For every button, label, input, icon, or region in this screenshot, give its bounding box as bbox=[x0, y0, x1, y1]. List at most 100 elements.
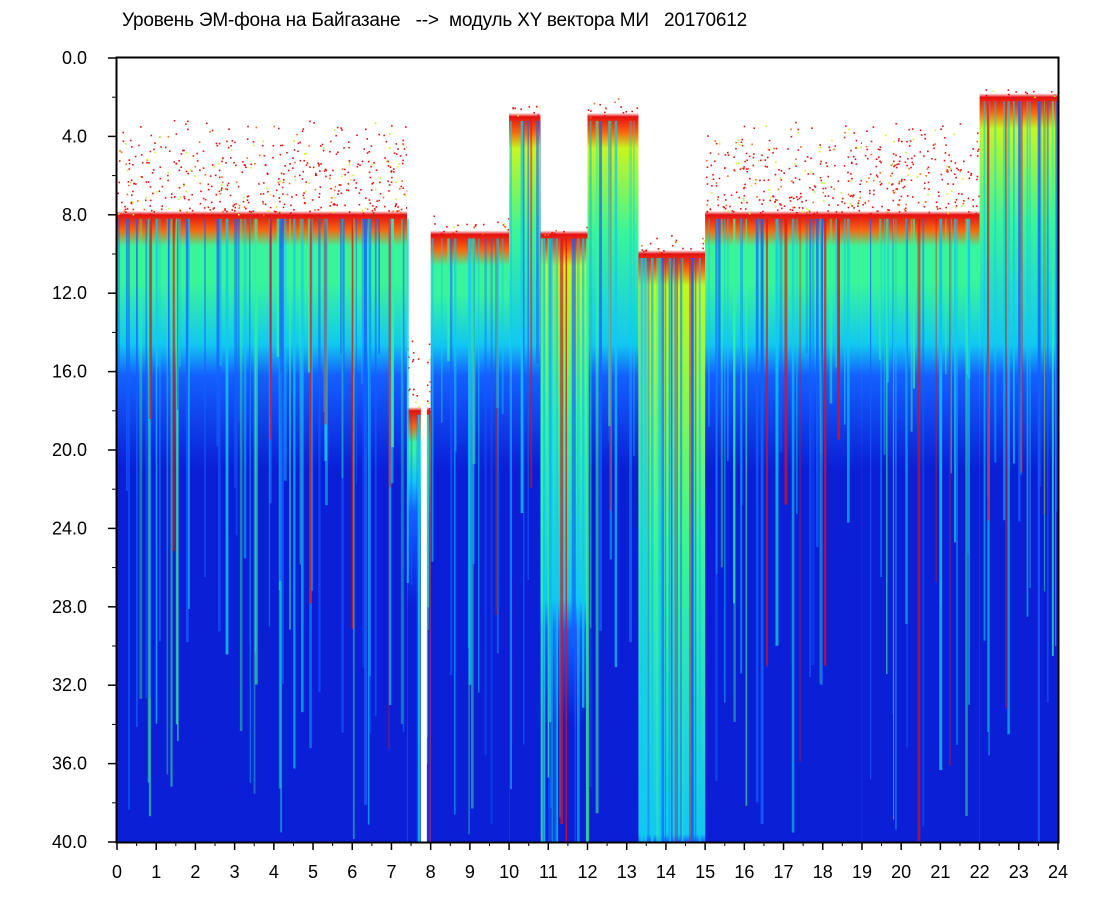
speckle bbox=[275, 189, 278, 192]
speckle bbox=[826, 165, 828, 168]
speckle bbox=[303, 159, 306, 162]
speckle bbox=[741, 144, 744, 147]
speckle bbox=[167, 174, 169, 177]
streak bbox=[441, 238, 443, 423]
y-tick-label: 4.0 bbox=[62, 126, 87, 146]
speckle bbox=[908, 128, 910, 131]
speckle bbox=[645, 253, 647, 256]
speckle bbox=[222, 181, 224, 184]
speckle bbox=[752, 156, 755, 159]
streak bbox=[727, 218, 729, 461]
speckle bbox=[378, 133, 381, 136]
speckle bbox=[832, 197, 834, 199]
streak bbox=[658, 258, 662, 842]
speckle bbox=[214, 174, 217, 177]
x-tick-label: 7 bbox=[386, 862, 396, 882]
speckle bbox=[812, 188, 814, 191]
speckle bbox=[946, 193, 949, 195]
speckle bbox=[975, 205, 978, 207]
speckle bbox=[399, 212, 402, 214]
speckle bbox=[247, 125, 249, 128]
speckle bbox=[429, 381, 431, 383]
streak bbox=[574, 238, 576, 842]
speckle bbox=[317, 162, 320, 164]
speckle bbox=[895, 154, 897, 157]
speckle bbox=[848, 128, 850, 131]
speckle bbox=[279, 180, 282, 183]
speckle bbox=[726, 151, 729, 154]
speckle bbox=[716, 198, 719, 201]
speckle bbox=[340, 192, 343, 195]
speckle bbox=[218, 169, 221, 172]
speckle bbox=[282, 178, 285, 181]
speckle bbox=[395, 198, 397, 200]
speckle bbox=[738, 143, 741, 146]
speckle-group bbox=[117, 120, 409, 217]
speckle bbox=[594, 116, 596, 118]
speckle bbox=[794, 177, 797, 179]
speckle bbox=[219, 192, 222, 195]
speckle bbox=[132, 164, 134, 166]
speckle bbox=[756, 196, 758, 198]
streak bbox=[987, 101, 990, 521]
speckle bbox=[373, 161, 375, 164]
speckle bbox=[355, 187, 357, 189]
speckle bbox=[828, 204, 830, 206]
speckle bbox=[722, 205, 725, 208]
speckle bbox=[235, 202, 238, 205]
speckle bbox=[866, 130, 868, 132]
speckle bbox=[226, 184, 229, 187]
speckle bbox=[382, 196, 385, 199]
speckle bbox=[292, 157, 294, 160]
streak bbox=[819, 218, 823, 685]
speckle bbox=[225, 188, 227, 190]
speckle bbox=[967, 197, 970, 200]
speckle bbox=[810, 157, 812, 160]
speckle bbox=[277, 181, 280, 184]
speckle bbox=[945, 165, 948, 168]
speckle bbox=[403, 193, 406, 196]
streak bbox=[913, 218, 915, 389]
speckle bbox=[759, 179, 761, 182]
speckle bbox=[723, 194, 726, 196]
speckle bbox=[952, 183, 955, 185]
speckle bbox=[866, 148, 869, 151]
speckle bbox=[230, 149, 233, 151]
speckle bbox=[954, 201, 957, 204]
speckle bbox=[144, 199, 147, 202]
speckle bbox=[294, 161, 296, 164]
speckle bbox=[482, 223, 485, 226]
speckle bbox=[147, 181, 150, 183]
speckle bbox=[331, 214, 334, 217]
speckle bbox=[330, 187, 332, 190]
speckle bbox=[888, 209, 890, 212]
speckle bbox=[475, 224, 477, 226]
speckle bbox=[183, 195, 185, 198]
streak bbox=[576, 238, 580, 842]
speckle bbox=[779, 203, 781, 205]
y-tick-label: 40.0 bbox=[52, 832, 87, 852]
speckle bbox=[272, 144, 275, 147]
speckle bbox=[537, 114, 539, 117]
speckle bbox=[936, 208, 939, 210]
streak bbox=[243, 218, 247, 559]
speckle bbox=[302, 194, 305, 197]
speckle bbox=[332, 203, 335, 206]
streak bbox=[698, 258, 701, 842]
speckle bbox=[125, 163, 128, 166]
speckle bbox=[129, 139, 132, 142]
speckle bbox=[243, 206, 246, 208]
speckle bbox=[1015, 91, 1017, 93]
speckle bbox=[229, 157, 232, 159]
speckle bbox=[199, 182, 202, 185]
streak bbox=[270, 218, 272, 440]
speckle bbox=[904, 209, 907, 212]
x-tick-label: 20 bbox=[891, 862, 911, 882]
speckle bbox=[261, 144, 264, 147]
streak bbox=[554, 238, 557, 842]
y-tick-label: 12.0 bbox=[52, 283, 87, 303]
streak bbox=[539, 120, 541, 837]
speckle bbox=[145, 181, 148, 183]
speckle bbox=[729, 205, 731, 208]
speckle bbox=[365, 197, 367, 199]
